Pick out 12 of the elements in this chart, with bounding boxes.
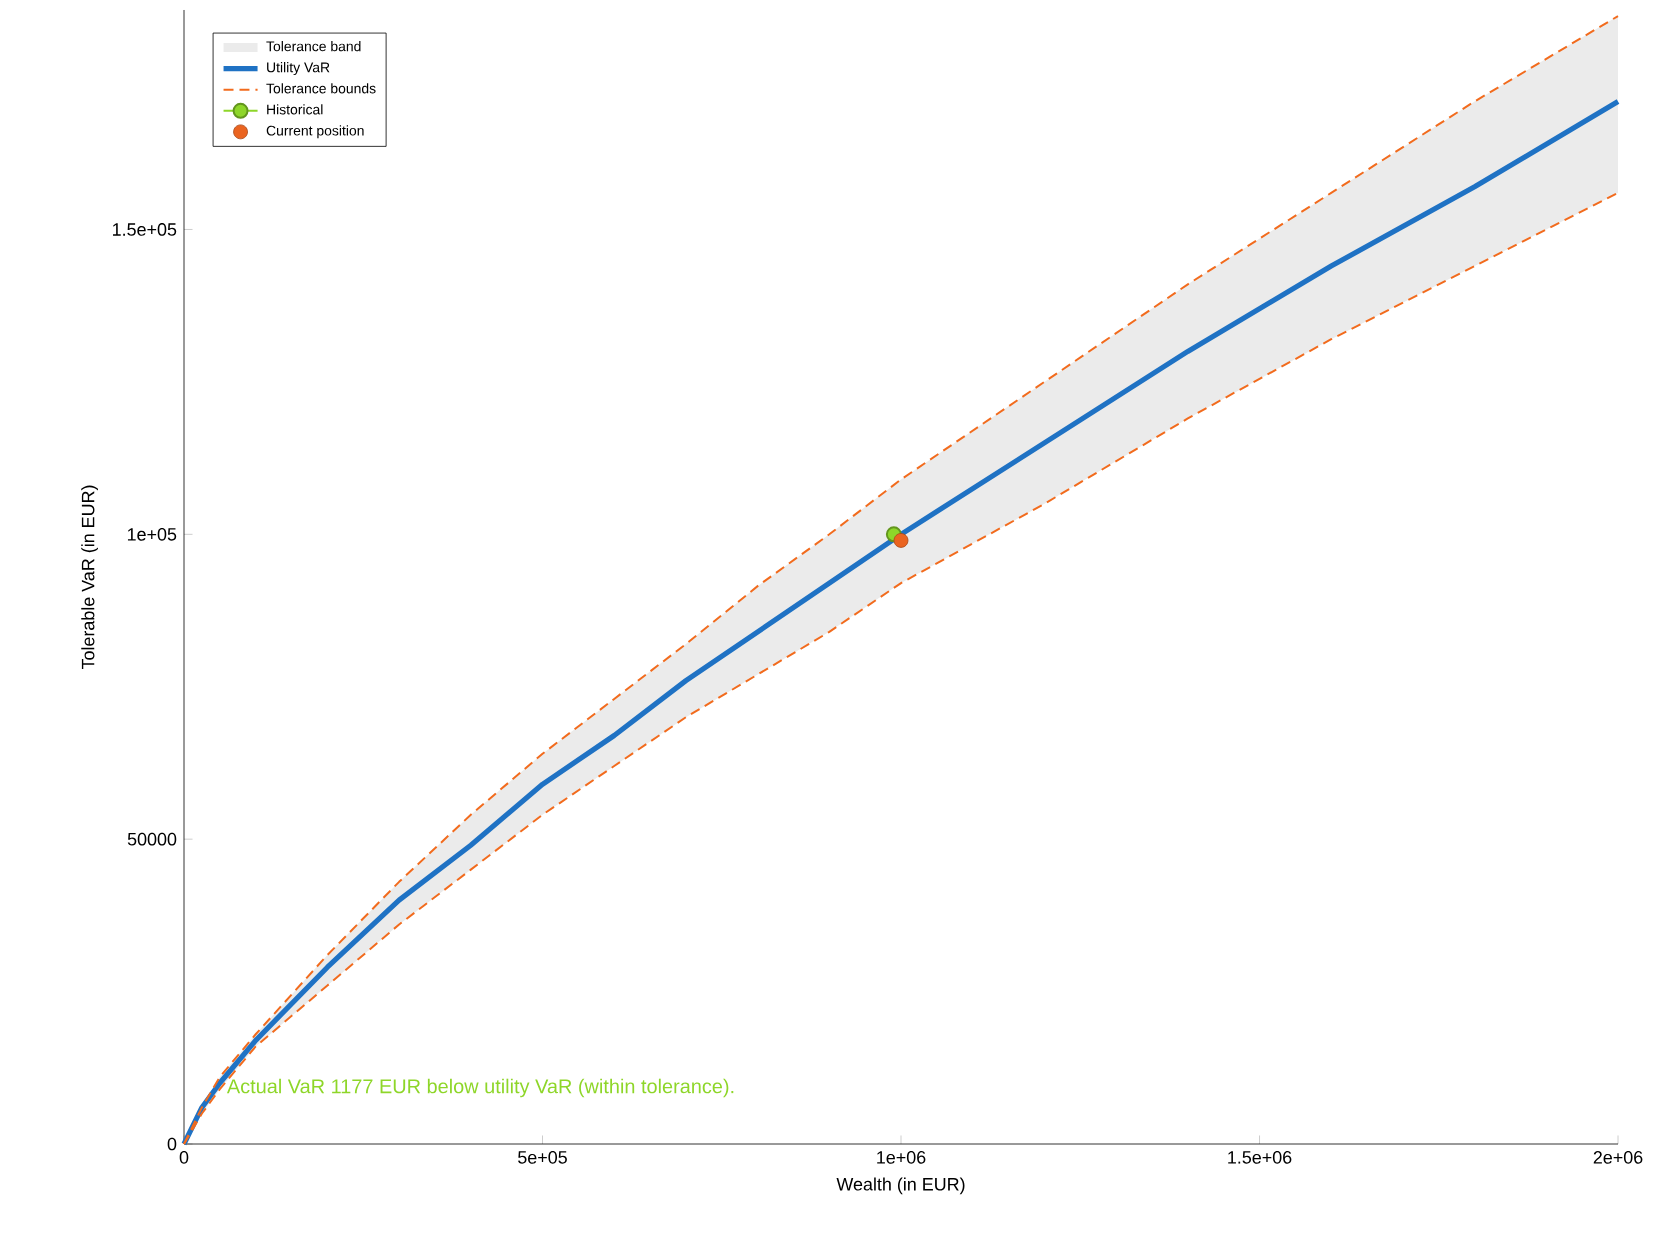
y-tick-label: 1e+05 [127,527,177,541]
x-tick-label: 1.5e+06 [1228,1151,1292,1164]
x-tick-label: 1e+06 [877,1151,926,1164]
x-axis-title: Wealth (in EUR) [836,1177,965,1195]
y-tick-label: 50000 [127,832,177,846]
annotation: Actual VaR 1177 EUR below utility VaR (within tolerance). [226,1078,734,1098]
y-axis-title: Tolerable VaR (in EUR) [81,485,98,670]
y-tick-label: 1.5e+05 [113,223,177,236]
x-tick-label: 2e+06 [1593,1151,1643,1164]
y-tick-label: 0 [167,1137,177,1151]
x-tick-label: 0 [179,1151,189,1164]
x-tick-label: 5e+05 [518,1151,567,1164]
